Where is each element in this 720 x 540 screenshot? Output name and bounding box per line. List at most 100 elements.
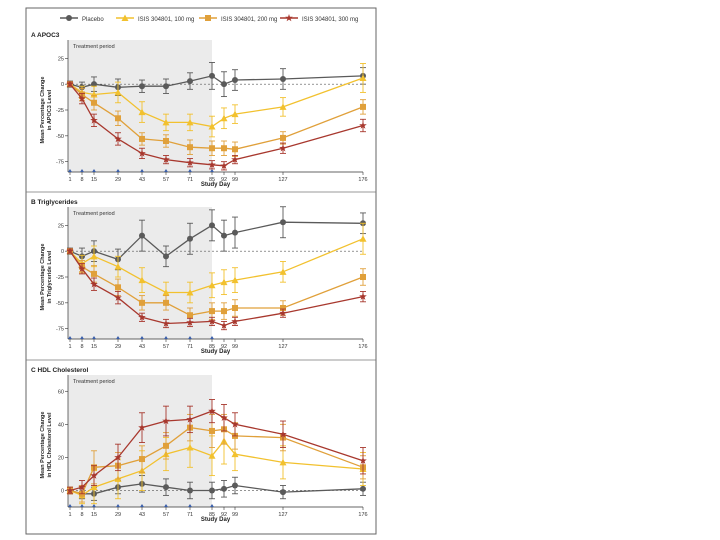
- y-tick-label: 0: [61, 82, 64, 88]
- legend-label: ISIS 304801, 100 mg: [138, 17, 194, 23]
- x-tick-label: 176: [358, 177, 367, 183]
- data-point: [186, 415, 194, 423]
- data-point: [359, 292, 367, 300]
- y-tick-label: -25: [56, 108, 64, 114]
- y-tick-label: 25: [58, 223, 64, 229]
- x-tick-label: 43: [139, 512, 145, 518]
- data-point: [280, 489, 286, 496]
- data-point: [115, 115, 121, 122]
- data-point: [232, 77, 238, 84]
- series-line: [69, 83, 364, 167]
- x-tick-label: 71: [187, 512, 193, 518]
- dose-marker: [164, 169, 168, 172]
- data-point: [360, 274, 366, 280]
- y-axis-label: Mean Percentage Changein APOC3 Level: [40, 77, 53, 144]
- data-point: [221, 308, 227, 315]
- legend-label: ISIS 304801, 300 mg: [302, 17, 358, 23]
- y-axis-label-line: in APOC3 Level: [47, 89, 53, 130]
- data-point: [138, 108, 146, 116]
- data-point: [78, 483, 86, 491]
- data-point: [279, 144, 287, 152]
- x-tick-label: 176: [358, 344, 367, 350]
- data-point: [279, 458, 287, 466]
- data-point: [231, 276, 239, 284]
- data-point: [187, 487, 193, 494]
- data-point: [231, 110, 239, 118]
- chart-panel: B Triglycerides Treatment period -75 -50 -25…: [26, 191, 376, 355]
- data-point: [90, 252, 98, 260]
- dose-marker: [188, 336, 192, 339]
- x-tick-label: 85: [209, 177, 215, 183]
- x-tick-label: 8: [80, 177, 83, 183]
- y-axis-label: Mean Percentage Changein Triglyceride Le…: [40, 244, 53, 311]
- data-point: [280, 305, 286, 311]
- x-tick-label: 99: [232, 344, 238, 350]
- data-point: [232, 482, 238, 489]
- legend-label: ISIS 304801, 200 mg: [221, 17, 277, 23]
- dose-marker: [68, 336, 72, 339]
- data-point: [114, 134, 122, 143]
- data-point: [78, 94, 86, 102]
- data-point: [279, 430, 287, 438]
- data-point: [279, 309, 287, 317]
- data-point: [231, 155, 239, 163]
- dose-marker: [164, 504, 168, 507]
- x-tick-label: 92: [221, 177, 227, 183]
- data-point: [163, 484, 169, 491]
- x-tick-label: 127: [278, 512, 287, 518]
- y-tick-label: 0: [61, 488, 64, 494]
- data-point: [90, 471, 98, 479]
- legend-marker: [205, 15, 211, 21]
- series-3: [66, 247, 367, 331]
- data-point: [91, 81, 97, 88]
- data-point: [78, 264, 86, 272]
- data-point: [139, 135, 145, 142]
- data-point: [162, 155, 170, 163]
- dose-marker: [80, 504, 84, 507]
- data-point: [115, 284, 121, 291]
- data-point: [163, 253, 169, 260]
- legend-entry: ISIS 304801, 300 mg: [280, 14, 358, 23]
- y-axis-label-line: in Triglyceride Level: [47, 250, 53, 303]
- x-tick-label: 127: [278, 344, 287, 350]
- data-point: [231, 317, 239, 325]
- x-tick-label: 29: [115, 512, 121, 518]
- panel-title: B Triglycerides: [31, 199, 78, 206]
- y-tick-label: -50: [56, 301, 64, 307]
- legend-entry: Placebo: [60, 15, 104, 23]
- data-point: [232, 146, 238, 153]
- x-tick-label: 176: [358, 512, 367, 518]
- dose-marker: [210, 169, 214, 172]
- legend-marker: [66, 15, 72, 21]
- data-point: [91, 99, 97, 106]
- x-tick-label: 8: [80, 344, 83, 350]
- data-point: [209, 308, 215, 315]
- y-tick-label: 20: [58, 455, 64, 461]
- series-3: [66, 80, 367, 171]
- data-point: [221, 81, 227, 88]
- y-tick-label: -25: [56, 275, 64, 281]
- data-point: [231, 420, 239, 428]
- legend-entry: ISIS 304801, 100 mg: [116, 14, 194, 23]
- data-point: [221, 232, 227, 239]
- dose-marker: [68, 504, 72, 507]
- x-tick-label: 29: [115, 177, 121, 183]
- data-point: [208, 317, 216, 325]
- x-tick-label: 1: [68, 177, 71, 183]
- x-tick-label: 1: [68, 512, 71, 518]
- legend-label: Placebo: [82, 17, 104, 23]
- dose-marker: [210, 504, 214, 507]
- x-axis-label: Study Day: [201, 349, 231, 355]
- dose-marker: [140, 336, 144, 339]
- y-axis-label: Mean Percentage Changein HDL Cholesterol…: [40, 412, 53, 479]
- x-tick-label: 43: [139, 344, 145, 350]
- data-point: [232, 305, 238, 311]
- series-line: [69, 426, 364, 495]
- data-point: [220, 413, 228, 421]
- data-point: [359, 121, 367, 129]
- y-tick-label: -50: [56, 134, 64, 140]
- chart-panel: C HDL Cholesterol Treatment period 0 20 40 60…: [26, 359, 376, 523]
- legend-entry: ISIS 304801, 200 mg: [199, 15, 277, 23]
- x-axis-label: Study Day: [201, 182, 231, 188]
